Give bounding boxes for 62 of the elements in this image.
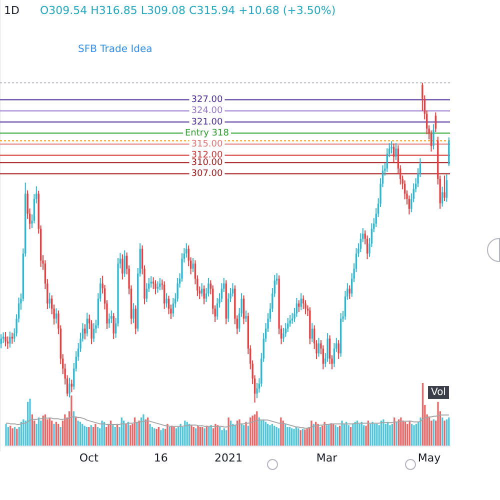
candlestick: [432, 124, 434, 150]
candlestick: [9, 331, 11, 348]
chart-title: 1D: [4, 4, 20, 17]
candlestick: [298, 300, 300, 313]
candlestick: [70, 379, 73, 393]
candlestick: [304, 300, 306, 315]
candlestick: [112, 312, 114, 340]
candlestick: [448, 136, 450, 167]
candlestick: [300, 292, 302, 311]
candlestick: [302, 294, 304, 310]
candlestick: [150, 276, 152, 288]
candlestick: [84, 324, 86, 340]
candlestick: [444, 175, 446, 202]
y-tick-label: 307.00: [191, 169, 224, 180]
x-tick-label: 2021: [214, 451, 243, 464]
candlestick: [434, 112, 436, 132]
candlestick: [92, 322, 95, 342]
candlestick: [282, 327, 284, 342]
candlestick: [318, 337, 320, 358]
candlestick: [338, 340, 340, 360]
candlestick: [216, 297, 218, 320]
candlestick: [122, 254, 124, 280]
chart-title: Vol: [428, 386, 449, 399]
y-tick-label: 321.00: [191, 117, 224, 128]
x-tick-label: Oct: [79, 451, 100, 464]
candlestick: [159, 277, 161, 291]
candlestick: [154, 280, 156, 295]
candlestick: [203, 284, 205, 305]
candlestick: [395, 142, 397, 161]
candlestick: [256, 382, 258, 399]
candlestick: [134, 304, 136, 335]
candlestick: [192, 258, 194, 273]
candlestick: [124, 250, 126, 278]
candlestick: [68, 377, 70, 398]
y-tick-label: Entry 318: [185, 128, 230, 138]
candlestick: [172, 297, 174, 318]
candlestick: [164, 280, 166, 310]
candlestick: [168, 295, 170, 315]
candlestick: [441, 186, 444, 208]
y-tick-label: 324.00: [191, 106, 224, 116]
candlestick: [86, 312, 88, 337]
y-tick-label: 315.00: [191, 140, 224, 150]
annotation: SFB Trade Idea: [78, 44, 152, 55]
x-tick-label: Mar: [316, 451, 338, 464]
candlestick: [108, 312, 110, 328]
candlestick: [4, 331, 6, 347]
candlestick: [245, 310, 247, 322]
candlestick: [242, 294, 245, 325]
x-tick-label: 16: [154, 451, 168, 464]
candlestick: [390, 140, 392, 154]
candlestick: [348, 284, 350, 300]
candlestick: [311, 322, 313, 342]
candlestick: [166, 292, 168, 308]
y-tick-label: 327.00: [191, 95, 224, 106]
candlestick: [201, 282, 203, 297]
candlestick: [132, 302, 134, 324]
chart-subtitle: O309.54 H316.85 L309.08 C315.94 +10.68 (+3.50%): [40, 4, 336, 17]
x-tick-label: May: [418, 451, 442, 464]
candlestick: [6, 336, 9, 350]
candlestick: [48, 292, 50, 309]
candlestick: [446, 174, 448, 202]
candlestick: [0, 334, 2, 349]
